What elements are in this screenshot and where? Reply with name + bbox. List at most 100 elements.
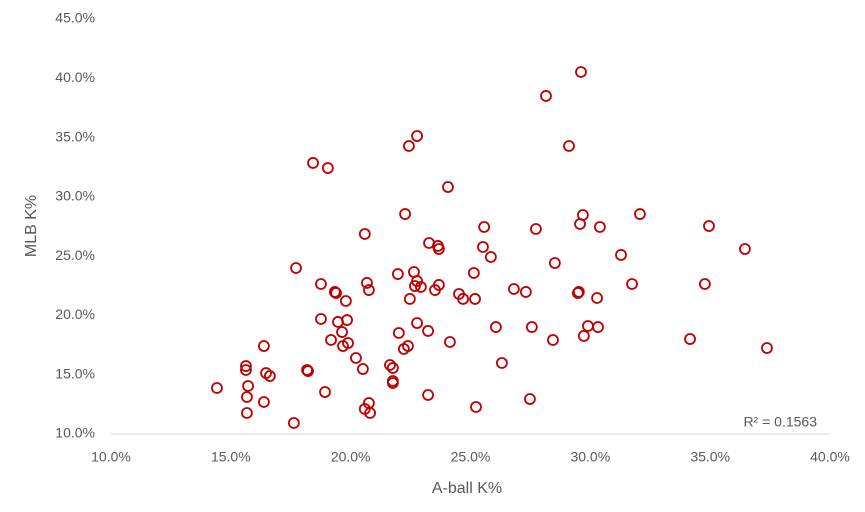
point [540, 90, 552, 102]
point [240, 391, 253, 403]
point [457, 293, 469, 305]
point [211, 382, 223, 394]
point [582, 320, 594, 332]
point [495, 357, 508, 369]
point [341, 314, 353, 326]
point [684, 333, 696, 345]
point [591, 292, 603, 304]
point [467, 267, 480, 279]
x-tick-label: 25.0% [451, 449, 491, 465]
point [470, 401, 482, 413]
y-tick-label: 35.0% [55, 128, 95, 144]
point [478, 221, 491, 233]
point [575, 66, 587, 78]
point [577, 330, 590, 342]
point [563, 140, 575, 152]
point [364, 407, 376, 419]
point [530, 223, 542, 235]
point [342, 337, 354, 349]
point [287, 417, 300, 429]
point [442, 181, 454, 193]
point [490, 321, 502, 333]
point [469, 293, 481, 305]
y-tick-label: 15.0% [55, 365, 95, 381]
point [443, 336, 456, 348]
point [240, 360, 252, 372]
point [519, 286, 532, 298]
point [525, 321, 538, 333]
y-tick-label: 40.0% [55, 69, 95, 85]
point [240, 364, 252, 376]
point [356, 363, 369, 375]
point [571, 287, 584, 299]
point [634, 208, 646, 220]
point [432, 279, 445, 291]
y-tick-label: 20.0% [55, 306, 95, 322]
point [403, 293, 416, 305]
point [258, 340, 270, 352]
point [307, 157, 319, 169]
point [484, 251, 497, 263]
point [626, 278, 638, 290]
y-tick-label: 25.0% [55, 247, 95, 263]
point [361, 277, 373, 289]
point [339, 295, 352, 307]
point [391, 268, 404, 280]
y-tick-label: 45.0% [55, 10, 95, 26]
point [477, 241, 489, 253]
point [422, 325, 434, 337]
point [739, 243, 751, 255]
point [761, 342, 773, 354]
x-axis-title: A-ball K% [432, 480, 502, 497]
point [547, 334, 559, 346]
point [350, 352, 362, 364]
y-axis-title: MLB K% [23, 195, 40, 257]
point [384, 359, 396, 371]
point [411, 275, 423, 287]
point [703, 220, 715, 232]
point [319, 386, 331, 398]
point [507, 283, 520, 295]
point [422, 389, 434, 401]
point [240, 407, 253, 419]
point [402, 340, 414, 352]
point [615, 249, 627, 261]
x-tick-label: 30.0% [570, 449, 610, 465]
point [432, 243, 445, 255]
point [411, 130, 423, 142]
point [336, 326, 348, 338]
point [592, 321, 604, 333]
point [403, 140, 415, 152]
point [524, 393, 536, 405]
x-tick-label: 20.0% [331, 449, 371, 465]
annotation: R² = 0.1563 [743, 414, 817, 430]
point [325, 334, 337, 346]
point [414, 281, 427, 293]
point [399, 208, 411, 220]
point [258, 396, 270, 408]
x-tick-label: 40.0% [810, 449, 850, 465]
point [362, 284, 375, 296]
point [577, 209, 589, 221]
x-tick-label: 10.0% [91, 449, 131, 465]
point [330, 287, 342, 299]
point [698, 278, 711, 290]
point [302, 365, 314, 377]
x-tick-label: 35.0% [690, 449, 730, 465]
point [315, 313, 327, 325]
point [392, 327, 405, 339]
y-tick-label: 10.0% [55, 425, 95, 441]
point [594, 221, 606, 233]
point [548, 257, 561, 269]
point [263, 370, 276, 382]
point [358, 228, 371, 240]
y-tick-label: 30.0% [55, 188, 95, 204]
x-tick-label: 15.0% [211, 449, 251, 465]
point [315, 278, 327, 290]
point [290, 262, 302, 274]
point [386, 362, 399, 374]
point [411, 317, 423, 329]
point [321, 162, 334, 174]
point [242, 380, 254, 392]
